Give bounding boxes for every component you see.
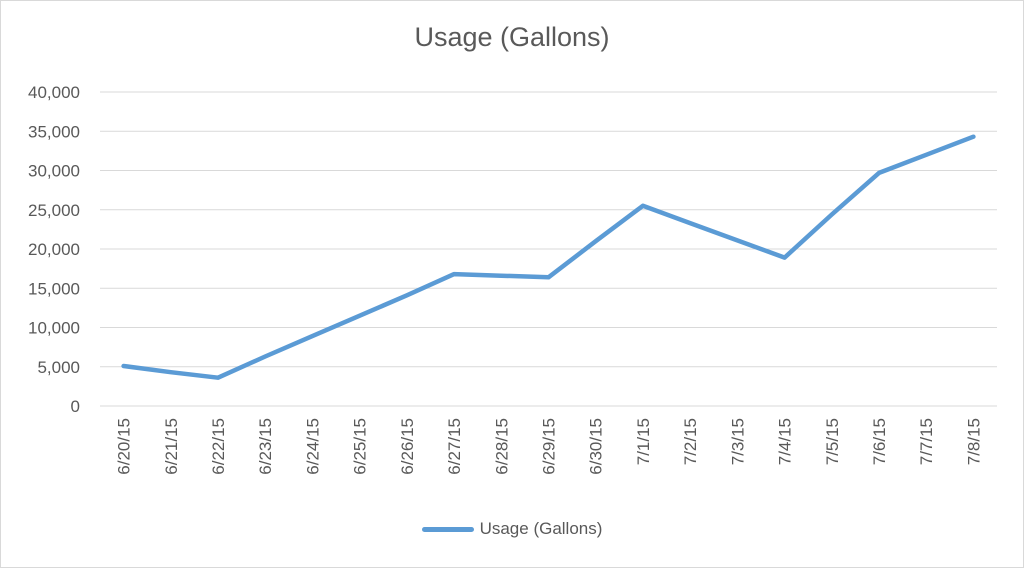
x-tick-label: 7/6/15 [870,418,889,465]
x-tick-label: 6/20/15 [115,418,134,475]
series-line [121,134,976,380]
x-axis-ticks: 6/20/15 6/21/15 6/22/15 6/23/15 6/24/15 6/25/… [115,418,984,475]
x-tick-label: 6/28/15 [492,418,511,475]
legend-label: Usage (Gallons) [479,519,603,538]
y-tick-label: 20,000 [28,240,80,259]
x-tick-label: 6/25/15 [351,418,370,475]
x-tick-label: 6/29/15 [540,418,559,475]
y-tick-label: 0 [71,397,80,416]
legend: Usage (Gallons) [0,519,1024,539]
legend-swatch [421,526,474,532]
chart-title: Usage (Gallons) [414,22,610,52]
x-tick-label: 7/4/15 [776,418,795,465]
x-tick-label: 6/24/15 [303,418,322,475]
x-tick-label: 7/2/15 [681,418,700,465]
y-axis-ticks: 0 5,000 10,000 15,000 20,000 25,000 30,000 35,0… [28,83,80,416]
x-tick-label: 6/27/15 [445,418,464,475]
x-tick-label: 7/8/15 [964,418,983,465]
x-tick-label: 7/1/15 [634,418,653,465]
y-tick-label: 40,000 [28,83,80,102]
x-tick-label: 6/21/15 [162,418,181,475]
x-tick-label: 7/5/15 [823,418,842,465]
x-tick-label: 6/26/15 [398,418,417,475]
y-tick-label: 15,000 [28,279,80,298]
series-layer [121,134,976,380]
x-tick-label: 7/3/15 [728,418,747,465]
y-tick-label: 35,000 [28,122,80,141]
x-tick-label: 7/7/15 [917,418,936,465]
x-tick-label: 6/22/15 [209,418,228,475]
y-tick-label: 5,000 [37,358,80,377]
x-tick-label: 6/23/15 [256,418,275,475]
x-tick-label: 6/30/15 [587,418,606,475]
y-tick-label: 25,000 [28,201,80,220]
y-tick-label: 10,000 [28,319,80,338]
y-tick-label: 30,000 [28,162,80,181]
gridlines [100,91,997,407]
